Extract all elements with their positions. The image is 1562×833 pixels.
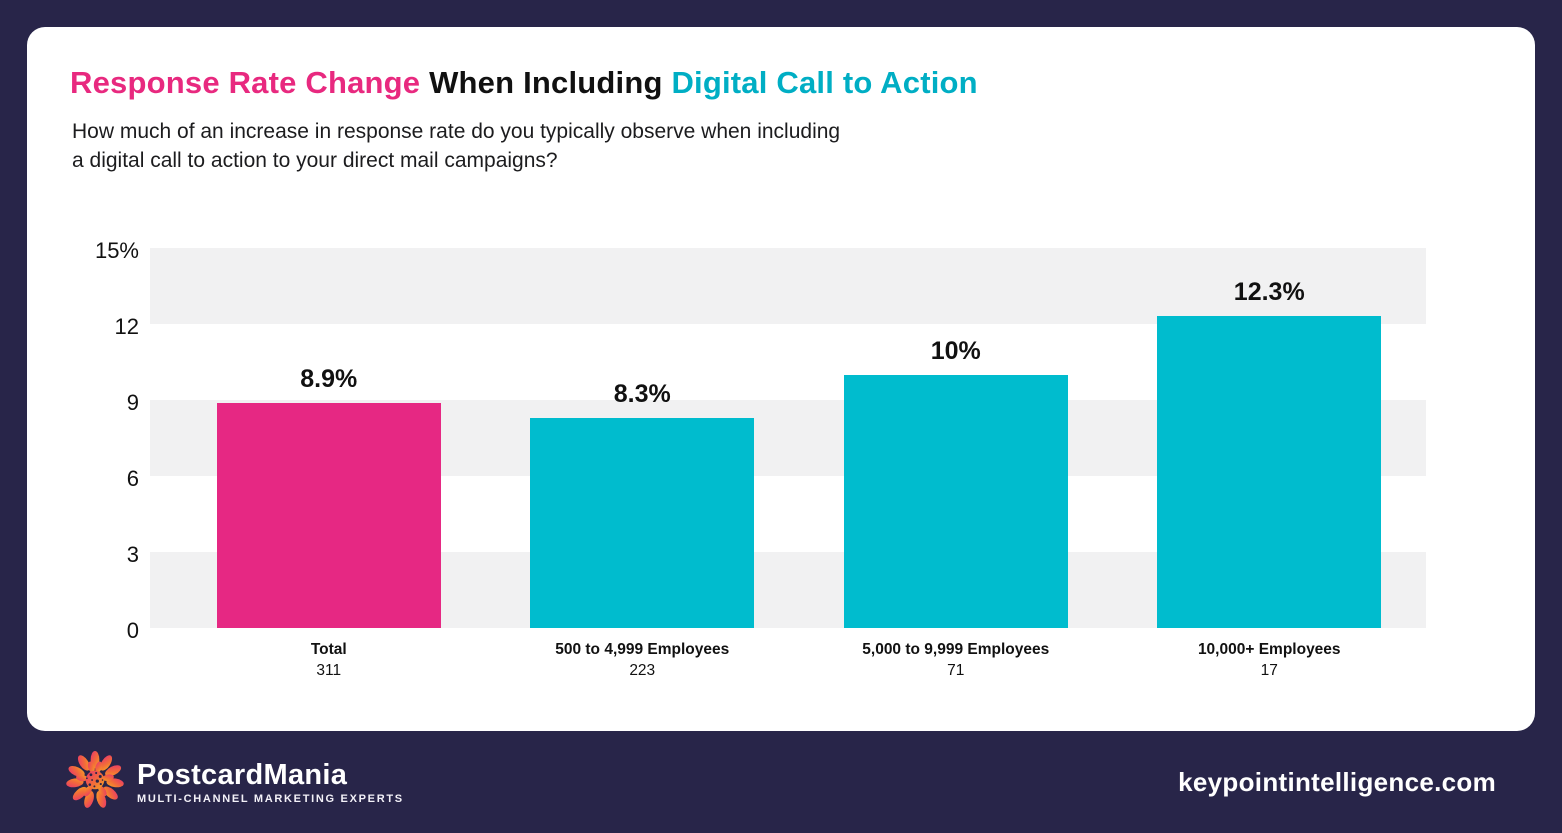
y-tick-label: 12 bbox=[114, 314, 139, 339]
postcardmania-starburst-icon bbox=[66, 750, 124, 814]
y-axis: 0 3 6 9 12 15% bbox=[27, 238, 139, 643]
x-category-count: 71 bbox=[947, 662, 965, 679]
x-category-count: 223 bbox=[629, 662, 656, 679]
bar-value-label: 12.3% bbox=[1233, 278, 1305, 306]
bar-slot: 8.9% bbox=[172, 248, 486, 628]
bar-500-to-4-999-employees: 8.3% bbox=[530, 380, 755, 628]
x-category: 10,000+ Employees 17 bbox=[1113, 641, 1427, 680]
bar-chart-plot: 8.9% 8.3% 10% 12.3% bbox=[150, 248, 1426, 628]
y-tick-label: 6 bbox=[126, 466, 139, 491]
brand-tagline: MULTI-CHANNEL MARKETING EXPERTS bbox=[137, 792, 404, 805]
bar-slot: 8.3% bbox=[486, 248, 800, 628]
x-category-label: 5,000 to 9,999 Employees bbox=[862, 641, 1050, 658]
bar-value-label: 8.9% bbox=[300, 365, 358, 393]
page-title: Response Rate Change When Including Digi… bbox=[70, 65, 978, 101]
bar-slot: 12.3% bbox=[1113, 248, 1427, 628]
x-category-label: Total bbox=[310, 641, 347, 658]
x-category-count: 17 bbox=[1260, 662, 1278, 679]
x-category: 5,000 to 9,999 Employees 71 bbox=[799, 641, 1113, 680]
title-segment-cyan: Digital Call to Action bbox=[671, 65, 978, 100]
bar-slot: 10% bbox=[799, 248, 1113, 628]
x-axis-labels: Total 311 500 to 4,999 Employees 223 5,000 t… bbox=[150, 641, 1426, 680]
survey-question-line1: How much of an increase in response rate… bbox=[72, 120, 841, 143]
y-tick-label: 15% bbox=[94, 238, 139, 263]
y-tick-label: 9 bbox=[126, 390, 139, 415]
x-category: Total 311 bbox=[172, 641, 486, 680]
grid-band bbox=[150, 248, 1426, 324]
x-category-label: 500 to 4,999 Employees bbox=[555, 641, 730, 658]
chart-card: Response Rate Change When Including Digi… bbox=[27, 27, 1535, 731]
postcardmania-brand: PostcardMania MULTI-CHANNEL MARKETING EX… bbox=[66, 750, 404, 814]
bar-5-000-to-9-999-employees: 10% bbox=[843, 337, 1068, 628]
footer-bar: PostcardMania MULTI-CHANNEL MARKETING EX… bbox=[0, 731, 1562, 833]
x-category-label: 10,000+ Employees bbox=[1197, 641, 1341, 658]
survey-question-line2: a digital call to action to your direct … bbox=[72, 149, 558, 172]
x-category-count: 311 bbox=[316, 662, 342, 679]
title-segment-dark: When Including bbox=[420, 65, 672, 100]
brand-text: PostcardMania MULTI-CHANNEL MARKETING EX… bbox=[137, 760, 404, 805]
brand-name: PostcardMania bbox=[137, 758, 348, 791]
survey-question: How much of an increase in response rate… bbox=[72, 117, 840, 175]
bar-value-label: 10% bbox=[930, 337, 981, 365]
website-url: keypointintelligence.com bbox=[1178, 766, 1496, 797]
bar-10-000-employees: 12.3% bbox=[1157, 278, 1382, 628]
y-tick-label: 0 bbox=[126, 618, 139, 643]
bar-total: 8.9% bbox=[216, 365, 441, 628]
x-category: 500 to 4,999 Employees 223 bbox=[486, 641, 800, 680]
y-tick-label: 3 bbox=[126, 542, 139, 567]
title-segment-pink: Response Rate Change bbox=[70, 65, 421, 100]
bar-value-label: 8.3% bbox=[613, 380, 671, 408]
bars-row: 8.9% 8.3% 10% 12.3% bbox=[150, 248, 1426, 628]
